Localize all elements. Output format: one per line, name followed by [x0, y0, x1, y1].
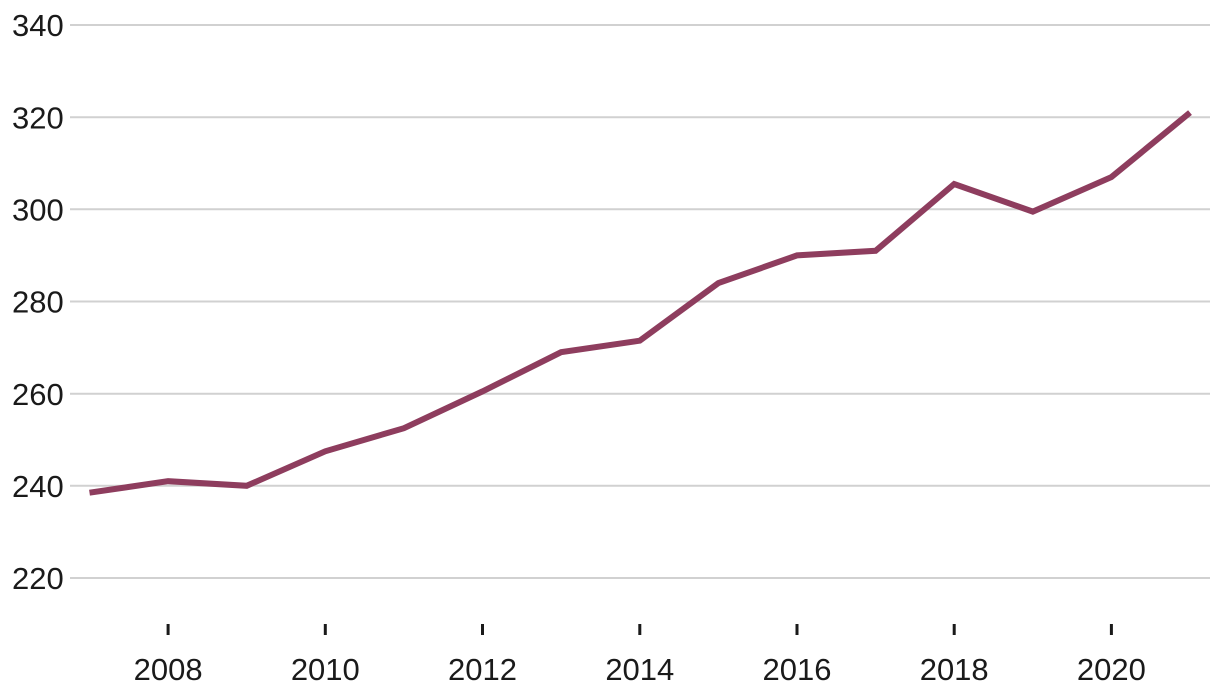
x-axis-label: 2020: [1077, 652, 1146, 687]
x-axis-tick: [166, 624, 170, 635]
x-axis-label: 2008: [134, 652, 203, 687]
x-axis-tick: [1109, 624, 1113, 635]
y-axis-label: 280: [12, 285, 64, 320]
x-axis-tick: [323, 624, 327, 635]
data-series-line: [89, 110, 1192, 496]
x-axis-label: 2014: [605, 652, 674, 687]
x-axis-tick: [481, 624, 484, 635]
x-axis-label: 2018: [920, 652, 989, 687]
x-axis-label: 2016: [763, 652, 832, 687]
y-axis-label: 260: [12, 377, 64, 412]
x-axis-tick: [795, 624, 799, 635]
x-axis-label: 2010: [291, 652, 360, 687]
x-axis-tick: [952, 624, 956, 635]
y-axis-label: 220: [12, 561, 64, 596]
x-axis-tick: [638, 624, 642, 635]
y-axis-label: 320: [12, 100, 64, 135]
y-axis-label: 300: [12, 193, 64, 228]
y-axis-label: 240: [12, 469, 64, 504]
x-axis-label: 2012: [448, 652, 517, 687]
y-axis-label: 340: [12, 8, 64, 43]
